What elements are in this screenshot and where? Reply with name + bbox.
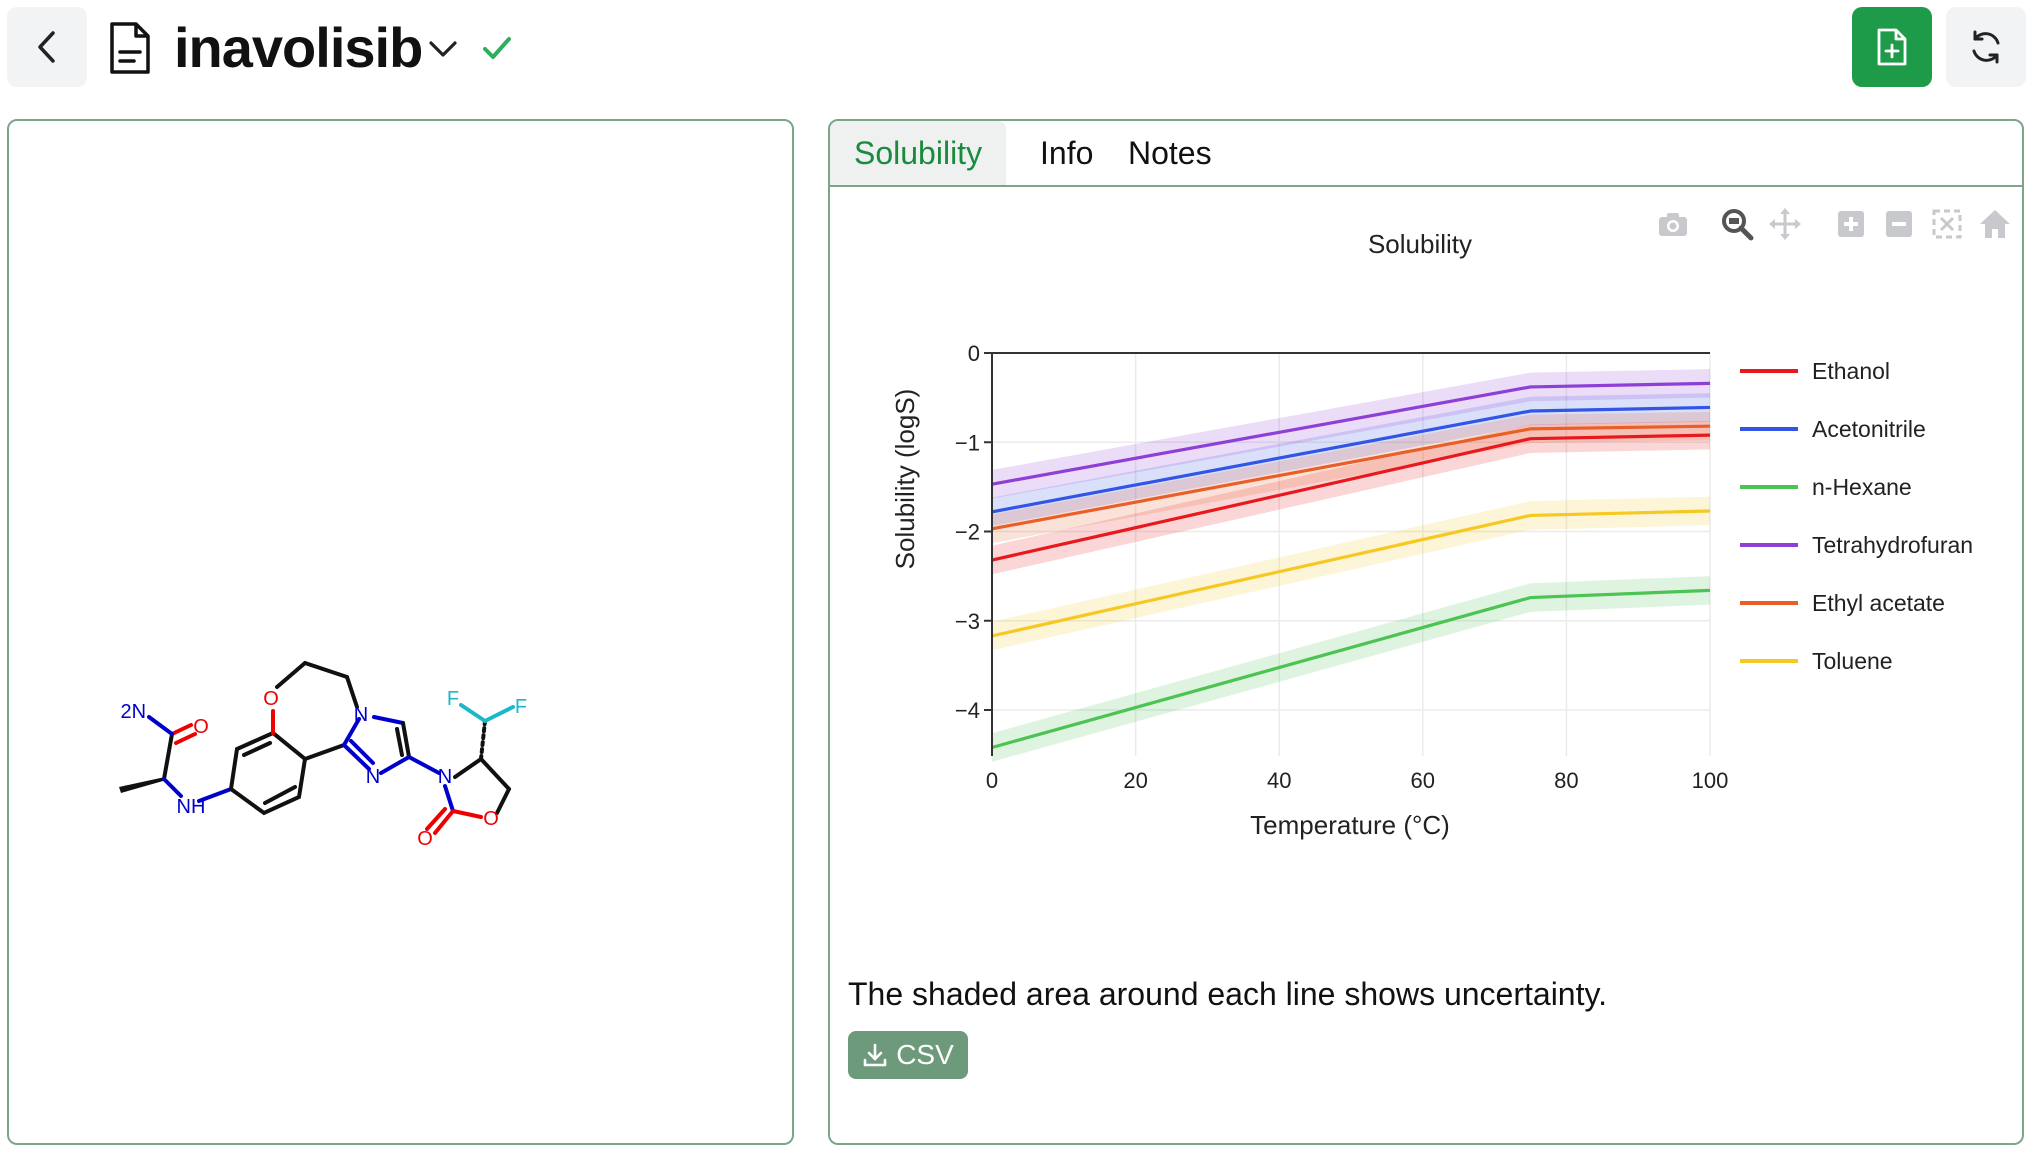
x-tick-label: 0	[986, 768, 998, 793]
atom-label: F	[515, 696, 527, 718]
molecule-structure: H2N O NH O N N N F F O O	[119, 661, 527, 850]
camera-icon[interactable]	[1656, 207, 1690, 241]
atom-label: O	[417, 828, 433, 850]
atom-label: N	[354, 704, 368, 726]
zoom-out-icon[interactable]	[1882, 207, 1916, 241]
home-icon[interactable]	[1978, 207, 2012, 241]
x-tick-label: 40	[1267, 768, 1291, 793]
solubility-chart[interactable]: 0 20 40 60 80 100 0 −1 −2 −3 −4 Ethanol Acetonitril…	[830, 191, 2022, 1071]
tab-solubility[interactable]: Solubility	[830, 121, 1007, 185]
chevron-left-icon	[38, 31, 55, 63]
y-tick-label: 0	[968, 341, 980, 366]
legend-label: Toluene	[1812, 648, 1893, 674]
pan-icon[interactable]	[1768, 207, 1802, 241]
back-button[interactable]	[7, 7, 87, 87]
y-axis-label: Solubility (logS)	[890, 389, 920, 570]
atom-label: O	[193, 716, 209, 738]
series-line	[991, 433, 1711, 562]
check-icon	[483, 37, 511, 59]
series-line	[991, 424, 1711, 531]
page-title: inavolisib	[174, 16, 423, 79]
series-line	[991, 381, 1711, 486]
csv-button-label: CSV	[896, 1039, 954, 1070]
chart-modebar	[830, 207, 2022, 241]
legend-label: Ethyl acetate	[1812, 590, 1945, 616]
series-line	[991, 405, 1711, 514]
atom-label: NH	[177, 796, 206, 818]
legend-label: n-Hexane	[1812, 474, 1912, 500]
tab-info[interactable]: Info	[1040, 135, 1094, 171]
y-tick-label: −2	[955, 520, 980, 545]
x-tick-label: 20	[1123, 768, 1147, 793]
chart-caption: The shaded area around each line shows u…	[848, 976, 1607, 1012]
atom-label: H2N	[119, 701, 146, 723]
legend-label: Tetrahydrofuran	[1812, 532, 1973, 558]
chevron-down-icon[interactable]	[426, 36, 460, 62]
x-tick-label: 100	[1692, 768, 1729, 793]
x-axis-label: Temperature (°C)	[1250, 810, 1450, 840]
y-tick-label: −4	[955, 698, 980, 723]
x-tick-label: 80	[1554, 768, 1578, 793]
legend-label: Ethanol	[1812, 358, 1890, 384]
uncertainty-band	[992, 369, 1710, 499]
legend-label: Acetonitrile	[1812, 416, 1926, 442]
atom-label: O	[263, 688, 279, 710]
zoom-in-icon[interactable]	[1834, 207, 1868, 241]
y-tick-label: −3	[955, 609, 980, 634]
series-line	[991, 509, 1711, 638]
x-tick-label: 60	[1411, 768, 1435, 793]
tab-bar: Solubility Info Notes	[830, 121, 2022, 187]
chart-title: Solubility	[1368, 229, 1472, 259]
zoom-icon[interactable]	[1720, 207, 1754, 241]
series-line	[991, 588, 1711, 750]
tab-notes[interactable]: Notes	[1128, 135, 1212, 171]
atom-label: N	[366, 766, 380, 788]
autoscale-icon[interactable]	[1930, 207, 1964, 241]
uncertainty-band	[992, 411, 1710, 544]
refresh-icon	[1972, 30, 2000, 64]
document-icon	[110, 22, 150, 74]
new-document-button[interactable]	[1852, 7, 1932, 87]
uncertainty-band	[992, 393, 1710, 527]
y-tick-label: −1	[955, 430, 980, 455]
atom-label: F	[447, 688, 459, 710]
file-plus-icon	[1877, 28, 1907, 66]
download-csv-button[interactable]: CSV	[848, 1031, 968, 1079]
atom-label: N	[438, 766, 452, 788]
atom-label: O	[483, 808, 499, 830]
download-icon	[863, 1043, 887, 1067]
refresh-button[interactable]	[1946, 7, 2026, 87]
molecule-panel: H2N O NH O N N N F F O O	[7, 119, 794, 1145]
chart-panel: Solubility Info Notes	[828, 119, 2024, 1145]
